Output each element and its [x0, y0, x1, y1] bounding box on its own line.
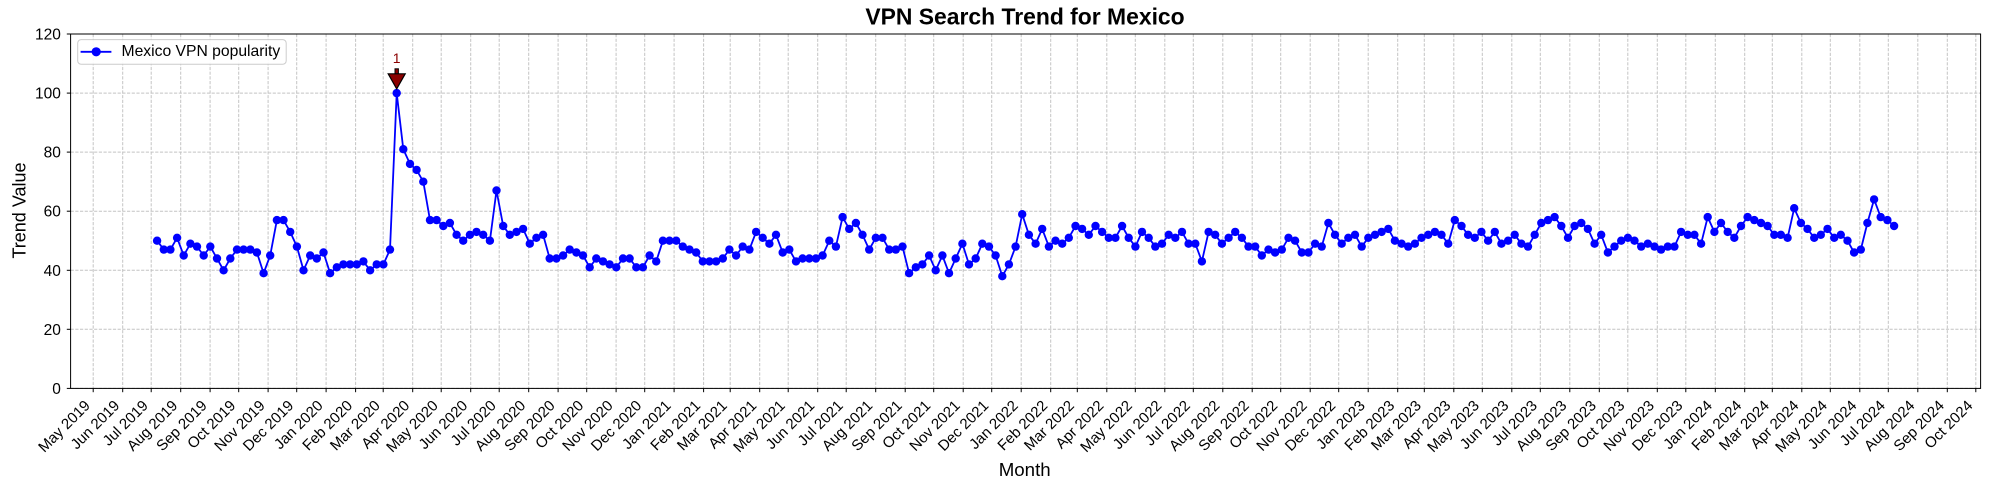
svg-text:Mexico VPN popularity: Mexico VPN popularity — [122, 43, 281, 60]
svg-text:100: 100 — [35, 86, 61, 103]
svg-text:1: 1 — [393, 50, 401, 66]
svg-text:VPN Search Trend for Mexico: VPN Search Trend for Mexico — [865, 3, 1184, 29]
svg-text:Trend Value: Trend Value — [10, 162, 30, 258]
svg-text:40: 40 — [44, 263, 62, 280]
svg-text:20: 20 — [44, 322, 62, 339]
svg-text:Month: Month — [999, 459, 1051, 480]
svg-text:120: 120 — [35, 27, 61, 44]
svg-text:80: 80 — [44, 145, 62, 162]
svg-text:60: 60 — [44, 204, 62, 221]
svg-text:0: 0 — [52, 381, 61, 398]
